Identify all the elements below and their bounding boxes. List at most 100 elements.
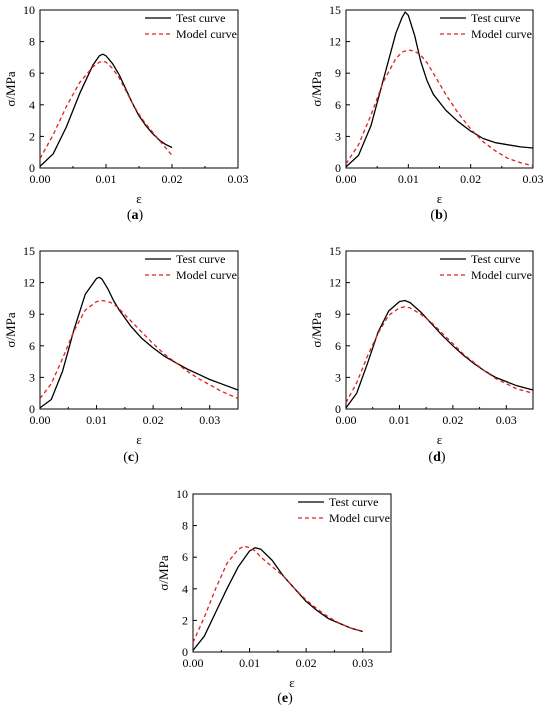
x-axis-label: ε: [437, 432, 443, 447]
x-tick-label: 0.03: [352, 656, 373, 670]
series-line-test: [345, 299, 534, 409]
y-axis-label: σ/MPa: [309, 71, 324, 106]
caption-letter: e: [282, 691, 288, 706]
y-tick-label: 0: [335, 161, 341, 175]
x-tick-label: 0.01: [86, 413, 107, 427]
y-axis-label: σ/MPa: [3, 71, 18, 106]
y-tick-label: 10: [23, 3, 35, 17]
x-tick-label: 0.02: [442, 413, 463, 427]
caption-close: ): [288, 691, 293, 706]
x-tick-label: 0.03: [199, 413, 220, 427]
caption-letter: a: [132, 208, 139, 223]
y-tick-label: 9: [335, 66, 341, 80]
series-line-model: [39, 60, 173, 159]
y-tick-label: 15: [329, 3, 341, 17]
x-tick-label: 0.01: [389, 413, 410, 427]
x-tick-label: 0.00: [30, 172, 51, 186]
panel-d: 0.00 0.01 0.02 0.03 0 3 6 9 12 15 ε σ/MPa Test curve…: [309, 244, 534, 465]
panel-caption: (a): [127, 208, 144, 223]
y-tick-label: 4: [182, 582, 188, 596]
panel-caption: (d): [428, 450, 445, 465]
series-line-test: [192, 547, 363, 651]
panel-caption: (e): [277, 691, 293, 706]
y-axis-label: σ/MPa: [309, 312, 324, 347]
y-tick-label: 0: [335, 402, 341, 416]
legend-label: Model curve: [176, 27, 237, 41]
x-axis-label: ε: [136, 191, 142, 206]
x-tick-label: 0.03: [523, 172, 544, 186]
caption-open: (: [127, 208, 132, 223]
x-tick-label: 0.03: [496, 413, 517, 427]
y-tick-label: 3: [335, 370, 341, 384]
series-line-test: [39, 53, 173, 167]
y-tick-label: 3: [29, 370, 35, 384]
y-tick-label: 0: [29, 402, 35, 416]
caption-close: ): [139, 208, 144, 223]
caption-open: (: [428, 450, 433, 465]
caption-close: ): [443, 208, 448, 223]
legend-label: Test curve: [176, 252, 225, 266]
x-tick-label: 0.00: [30, 413, 51, 427]
y-tick-label: 12: [329, 35, 341, 49]
y-tick-label: 9: [335, 307, 341, 321]
legend-label: Model curve: [329, 511, 390, 525]
plot-frame: [39, 250, 239, 410]
caption-close: ): [134, 450, 139, 465]
panel-a: 0.00 0.01 0.02 0.03 0 2 4 6 8 10 ε σ/MPa Test curve M…: [3, 3, 249, 223]
plot-frame: [192, 493, 392, 653]
x-tick-label: 0.00: [183, 656, 204, 670]
caption-letter: b: [435, 208, 443, 223]
y-tick-label: 6: [29, 339, 35, 353]
y-tick-label: 0: [29, 161, 35, 175]
panel-e: 0.00 0.01 0.02 0.03 0 2 4 6 8 10 ε σ/MPa Test curve M…: [156, 487, 392, 706]
caption-close: ): [441, 450, 446, 465]
series-line-model: [345, 306, 534, 404]
x-tick-label: 0.01: [398, 172, 419, 186]
legend-label: Test curve: [471, 252, 520, 266]
panel-c: 0.00 0.01 0.02 0.03 0 3 6 9 12 15 ε σ/MPa Test curve…: [3, 244, 239, 465]
y-axis-label: σ/MPa: [156, 555, 171, 590]
series-line-model: [39, 299, 239, 400]
caption-open: (: [277, 691, 282, 706]
x-axis-label: ε: [136, 432, 142, 447]
series-line-test: [345, 11, 534, 168]
y-tick-label: 8: [29, 35, 35, 49]
legend-label: Model curve: [471, 268, 532, 282]
caption-open: (: [430, 208, 435, 223]
y-tick-label: 6: [29, 66, 35, 80]
caption-letter: c: [128, 450, 134, 465]
x-tick-label: 0.02: [162, 172, 183, 186]
y-tick-label: 15: [329, 244, 341, 258]
panel-b: 0.00 0.01 0.02 0.03 0 3 6 9 12 15 ε σ/MPa Test curve…: [309, 3, 544, 223]
y-tick-label: 4: [29, 98, 35, 112]
y-tick-label: 3: [335, 129, 341, 143]
plot-frame: [345, 250, 534, 410]
x-tick-label: 0.00: [336, 172, 357, 186]
x-axis-label: ε: [289, 675, 295, 690]
y-tick-label: 6: [335, 339, 341, 353]
y-tick-label: 12: [23, 276, 35, 290]
panel-caption: (b): [430, 208, 447, 223]
legend-label: Test curve: [176, 11, 225, 25]
x-tick-label: 0.02: [296, 656, 317, 670]
x-tick-label: 0.00: [336, 413, 357, 427]
x-tick-label: 0.01: [96, 172, 117, 186]
series-line-model: [192, 545, 363, 643]
y-tick-label: 9: [29, 307, 35, 321]
x-tick-label: 0.03: [228, 172, 249, 186]
series-line-test: [39, 276, 239, 409]
series-line-model: [345, 49, 534, 167]
y-tick-label: 2: [29, 129, 35, 143]
y-tick-label: 6: [335, 98, 341, 112]
caption-letter: d: [433, 450, 441, 465]
legend-label: Test curve: [329, 495, 378, 509]
x-tick-label: 0.02: [460, 172, 481, 186]
legend-label: Model curve: [176, 268, 237, 282]
y-tick-label: 10: [176, 487, 188, 501]
legend-label: Test curve: [471, 11, 520, 25]
y-tick-label: 2: [182, 613, 188, 627]
y-tick-label: 8: [182, 519, 188, 533]
y-tick-label: 6: [182, 550, 188, 564]
y-axis-label: σ/MPa: [3, 312, 18, 347]
